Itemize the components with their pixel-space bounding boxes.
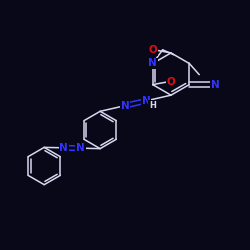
Text: O: O [148, 46, 157, 56]
Text: H: H [149, 101, 156, 110]
Text: N: N [120, 101, 129, 111]
Text: N: N [142, 96, 150, 106]
Text: N: N [76, 143, 85, 153]
Text: N: N [60, 143, 68, 153]
Text: O: O [166, 77, 175, 87]
Text: N: N [210, 80, 219, 90]
Text: N: N [148, 58, 157, 68]
